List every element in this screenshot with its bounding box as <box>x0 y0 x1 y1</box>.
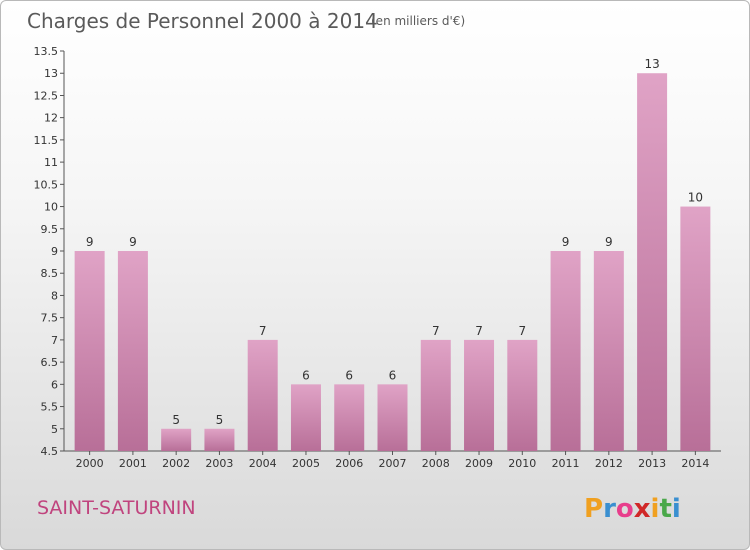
bar-value-label: 7 <box>259 324 267 338</box>
y-tick-label: 8 <box>51 289 58 302</box>
place-name: SAINT-SATURNIN <box>37 497 196 519</box>
bars-group: 9 9 5 5 7 6 6 6 7 7 7 9 9 13 10 <box>74 57 711 451</box>
bar-2007 <box>377 384 408 451</box>
logo-letter: P <box>584 494 603 524</box>
bar-2008 <box>420 339 451 451</box>
y-tick-label: 10.5 <box>34 178 59 191</box>
proxiti-logo: Proxiti <box>584 494 681 524</box>
logo-letter: o <box>616 494 634 524</box>
x-tick-label: 2011 <box>552 457 580 470</box>
x-tick-label: 2002 <box>162 457 190 470</box>
logo-letter: t <box>659 494 671 524</box>
x-tick-label: 2001 <box>119 457 147 470</box>
bar-value-label: 6 <box>389 368 397 382</box>
x-tick-label: 2005 <box>292 457 320 470</box>
bar-value-label: 9 <box>86 235 94 249</box>
y-tick-label: 12.5 <box>34 89 59 102</box>
bar-2002 <box>161 428 192 451</box>
x-tick-label: 2014 <box>681 457 709 470</box>
x-tick-label: 2008 <box>422 457 450 470</box>
bar-value-label: 7 <box>432 324 440 338</box>
bar-2003 <box>204 428 235 451</box>
x-tick-label: 2000 <box>76 457 104 470</box>
x-tick-label: 2006 <box>335 457 363 470</box>
x-axis-ticks: 2000 2001 2002 2003 2004 2005 2006 2007 2008 2009… <box>76 451 709 470</box>
bar-2009 <box>464 339 495 451</box>
chart-subtitle: (en milliers d'€) <box>371 14 465 28</box>
bar-2012 <box>593 251 624 451</box>
y-tick-label: 11.5 <box>34 134 59 147</box>
y-axis-ticks: 4.5 5 5.5 6 6.5 7 7.5 8 8.5 9 9.5 10 10.5 11 11.5 12 12.… <box>34 45 64 458</box>
y-tick-label: 11 <box>44 156 58 169</box>
bar-2014 <box>680 206 711 451</box>
bar-value-label: 6 <box>302 368 310 382</box>
x-tick-label: 2013 <box>638 457 666 470</box>
bar-value-label: 9 <box>605 235 613 249</box>
y-tick-label: 7 <box>51 334 58 347</box>
y-tick-label: 9 <box>51 245 58 258</box>
bar-value-label: 9 <box>562 235 570 249</box>
y-tick-label: 6.5 <box>41 356 59 369</box>
bar-2004 <box>247 339 278 451</box>
bar-2006 <box>334 384 365 451</box>
y-tick-label: 8.5 <box>41 267 59 280</box>
bar-2005 <box>290 384 321 451</box>
y-tick-label: 9.5 <box>41 223 59 236</box>
bar-2000 <box>74 251 105 451</box>
bar-2001 <box>117 251 148 451</box>
logo-letter: x <box>634 494 651 524</box>
y-tick-label: 5.5 <box>41 401 59 414</box>
logo-letter: i <box>672 494 681 524</box>
x-tick-label: 2003 <box>205 457 233 470</box>
bar-2010 <box>507 339 538 451</box>
y-tick-label: 10 <box>44 201 58 214</box>
bar-value-label: 10 <box>688 191 703 205</box>
bar-value-label: 9 <box>129 235 137 249</box>
y-tick-label: 7.5 <box>41 312 59 325</box>
chart-title: Charges de Personnel 2000 à 2014 <box>27 9 378 33</box>
y-tick-label: 13 <box>44 67 58 80</box>
logo-letter: i <box>651 494 660 524</box>
bar-2011 <box>550 251 581 451</box>
bar-value-label: 7 <box>475 324 483 338</box>
y-tick-label: 6 <box>51 378 58 391</box>
bar-2013 <box>637 73 668 451</box>
y-tick-label: 5 <box>51 423 58 436</box>
y-tick-label: 4.5 <box>41 445 59 458</box>
y-tick-label: 12 <box>44 112 58 125</box>
y-tick-label: 13.5 <box>34 45 59 58</box>
x-tick-label: 2004 <box>249 457 277 470</box>
bar-value-label: 7 <box>518 324 526 338</box>
x-tick-label: 2007 <box>379 457 407 470</box>
x-tick-label: 2010 <box>508 457 536 470</box>
bar-value-label: 5 <box>216 413 224 427</box>
logo-letter: r <box>603 494 616 524</box>
x-tick-label: 2012 <box>595 457 623 470</box>
bar-value-label: 6 <box>345 368 353 382</box>
x-tick-label: 2009 <box>465 457 493 470</box>
bar-value-label: 13 <box>644 57 659 71</box>
bar-value-label: 5 <box>172 413 180 427</box>
